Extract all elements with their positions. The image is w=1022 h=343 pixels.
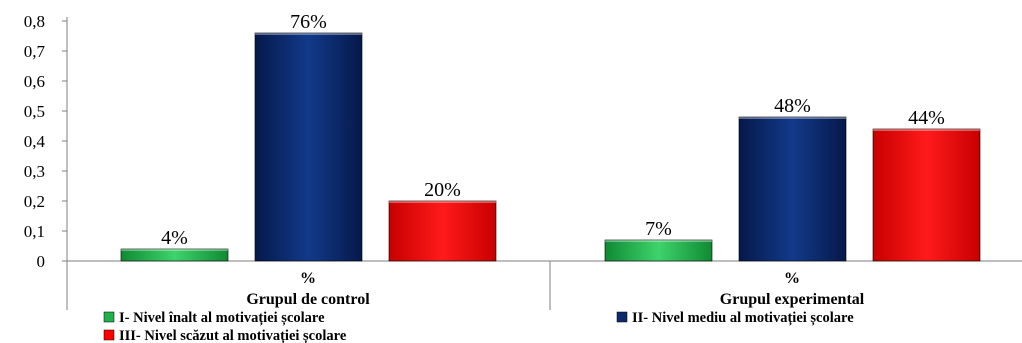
bar bbox=[604, 239, 713, 262]
y-tick-label: 0,6 bbox=[24, 72, 45, 91]
y-tick-label: 0,8 bbox=[24, 12, 45, 31]
bar bbox=[120, 248, 229, 262]
legend-label: I- Nivel înalt al motivației școlare bbox=[119, 310, 325, 326]
data-label: 44% bbox=[908, 107, 945, 129]
data-label: 7% bbox=[645, 218, 672, 240]
legend-swatch bbox=[103, 311, 115, 323]
data-label: 76% bbox=[290, 11, 327, 33]
category-label: % bbox=[784, 270, 800, 287]
legend-swatch bbox=[616, 311, 628, 323]
bar-highlight bbox=[605, 240, 712, 242]
bar-highlight bbox=[873, 129, 980, 131]
data-label: 20% bbox=[424, 179, 461, 201]
legend-label: III- Nivel scăzut al motivației școlare bbox=[119, 328, 347, 343]
bar-highlight bbox=[739, 117, 846, 119]
data-label: 48% bbox=[774, 95, 811, 117]
y-tick-label: 0,2 bbox=[24, 192, 45, 211]
bar-highlight bbox=[255, 33, 362, 35]
bar bbox=[388, 200, 497, 262]
bar bbox=[872, 128, 981, 262]
bar-highlight bbox=[389, 201, 496, 203]
category-label: % bbox=[300, 270, 316, 287]
y-tick-label: 0,1 bbox=[24, 222, 45, 241]
legend-swatch bbox=[103, 329, 115, 341]
y-tick-label: 0,4 bbox=[24, 132, 46, 151]
legend-label: II- Nivel mediu al motivației școlare bbox=[632, 310, 854, 326]
y-tick-label: 0,5 bbox=[24, 102, 45, 121]
bar-highlight bbox=[121, 249, 228, 251]
group-label: Grupul de control bbox=[246, 291, 370, 308]
data-label: 4% bbox=[161, 227, 188, 249]
bar bbox=[738, 116, 847, 262]
group-label: Grupul experimental bbox=[720, 291, 865, 308]
y-tick-label: 0,3 bbox=[24, 162, 45, 181]
y-tick-label: 0,7 bbox=[24, 42, 46, 61]
y-tick-label: 0 bbox=[37, 252, 46, 271]
bar bbox=[254, 32, 363, 262]
